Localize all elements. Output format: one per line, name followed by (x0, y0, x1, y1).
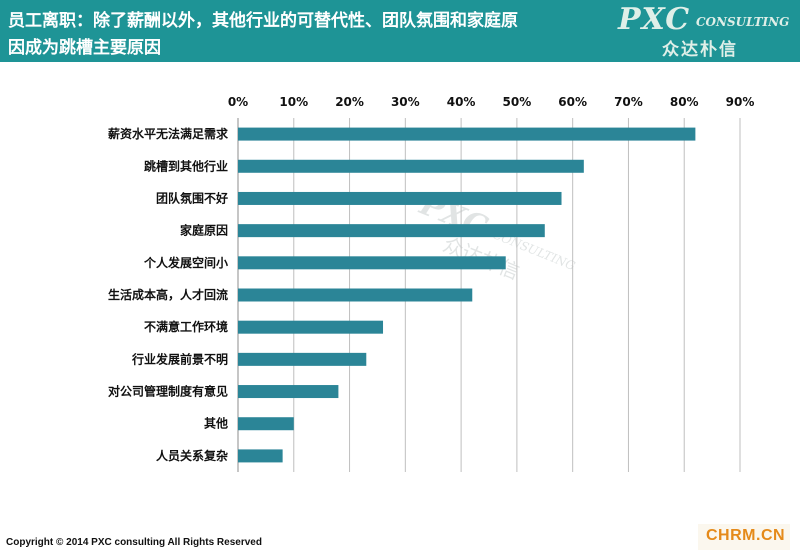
bar-chart: PXC CONSULTING 众达朴信 0%10%20%30%40%50%60%… (108, 95, 755, 472)
x-tick-label: 20% (335, 95, 364, 109)
page-title-line2: 因成为跳槽主要原因 (8, 38, 161, 58)
category-label: 个人发展空间小 (143, 255, 228, 270)
x-tick-label: 40% (447, 95, 476, 109)
source-badge: CHRM.CN (698, 524, 790, 550)
category-label: 生活成本高，人才回流 (108, 287, 228, 302)
x-tick-label: 80% (670, 95, 699, 109)
x-tick-label: 90% (726, 95, 755, 109)
page-title-line1: 员工离职：除了薪酬以外，其他行业的可替代性、团队氛围和家庭原 (8, 11, 518, 31)
brand-pxc-text: PXC (618, 2, 691, 37)
bar (238, 385, 339, 399)
category-label: 薪资水平无法满足需求 (108, 126, 229, 141)
x-tick-label: 70% (614, 95, 643, 109)
bar (238, 127, 696, 141)
category-label: 对公司管理制度有意见 (108, 384, 228, 399)
bar (238, 288, 473, 302)
bar (238, 449, 283, 463)
source-watermark-label: CHRM.CN (706, 527, 786, 544)
x-tick-label: 0% (228, 95, 248, 109)
category-label: 其他 (204, 416, 228, 431)
x-tick-label: 60% (558, 95, 587, 109)
x-tick-label: 50% (503, 95, 532, 109)
category-label: 家庭原因 (180, 223, 228, 238)
brand-logo: PXC CONSULTING 众达朴信 (616, 2, 794, 60)
bar (238, 191, 562, 205)
category-label: 团队氛围不好 (156, 190, 228, 205)
bar (238, 224, 545, 238)
footer-copyright: Copyright © 2014 PXC consulting All Righ… (6, 537, 262, 548)
bar (238, 352, 367, 366)
bar (238, 320, 384, 334)
x-tick-label: 30% (391, 95, 420, 109)
category-label: 行业发展前景不明 (131, 351, 228, 366)
brand-chinese-name: 众达朴信 (662, 40, 738, 60)
category-label: 不满意工作环境 (144, 319, 228, 334)
category-label: 跳槽到其他行业 (144, 158, 228, 173)
brand-consulting-text: CONSULTING (696, 15, 790, 29)
header-banner: 员工离职：除了薪酬以外，其他行业的可替代性、团队氛围和家庭原 因成为跳槽主要原因… (0, 0, 800, 62)
category-label: 人员关系复杂 (156, 448, 228, 463)
bar (238, 256, 506, 270)
bar (238, 159, 584, 173)
bar (238, 417, 294, 431)
x-tick-label: 10% (279, 95, 308, 109)
